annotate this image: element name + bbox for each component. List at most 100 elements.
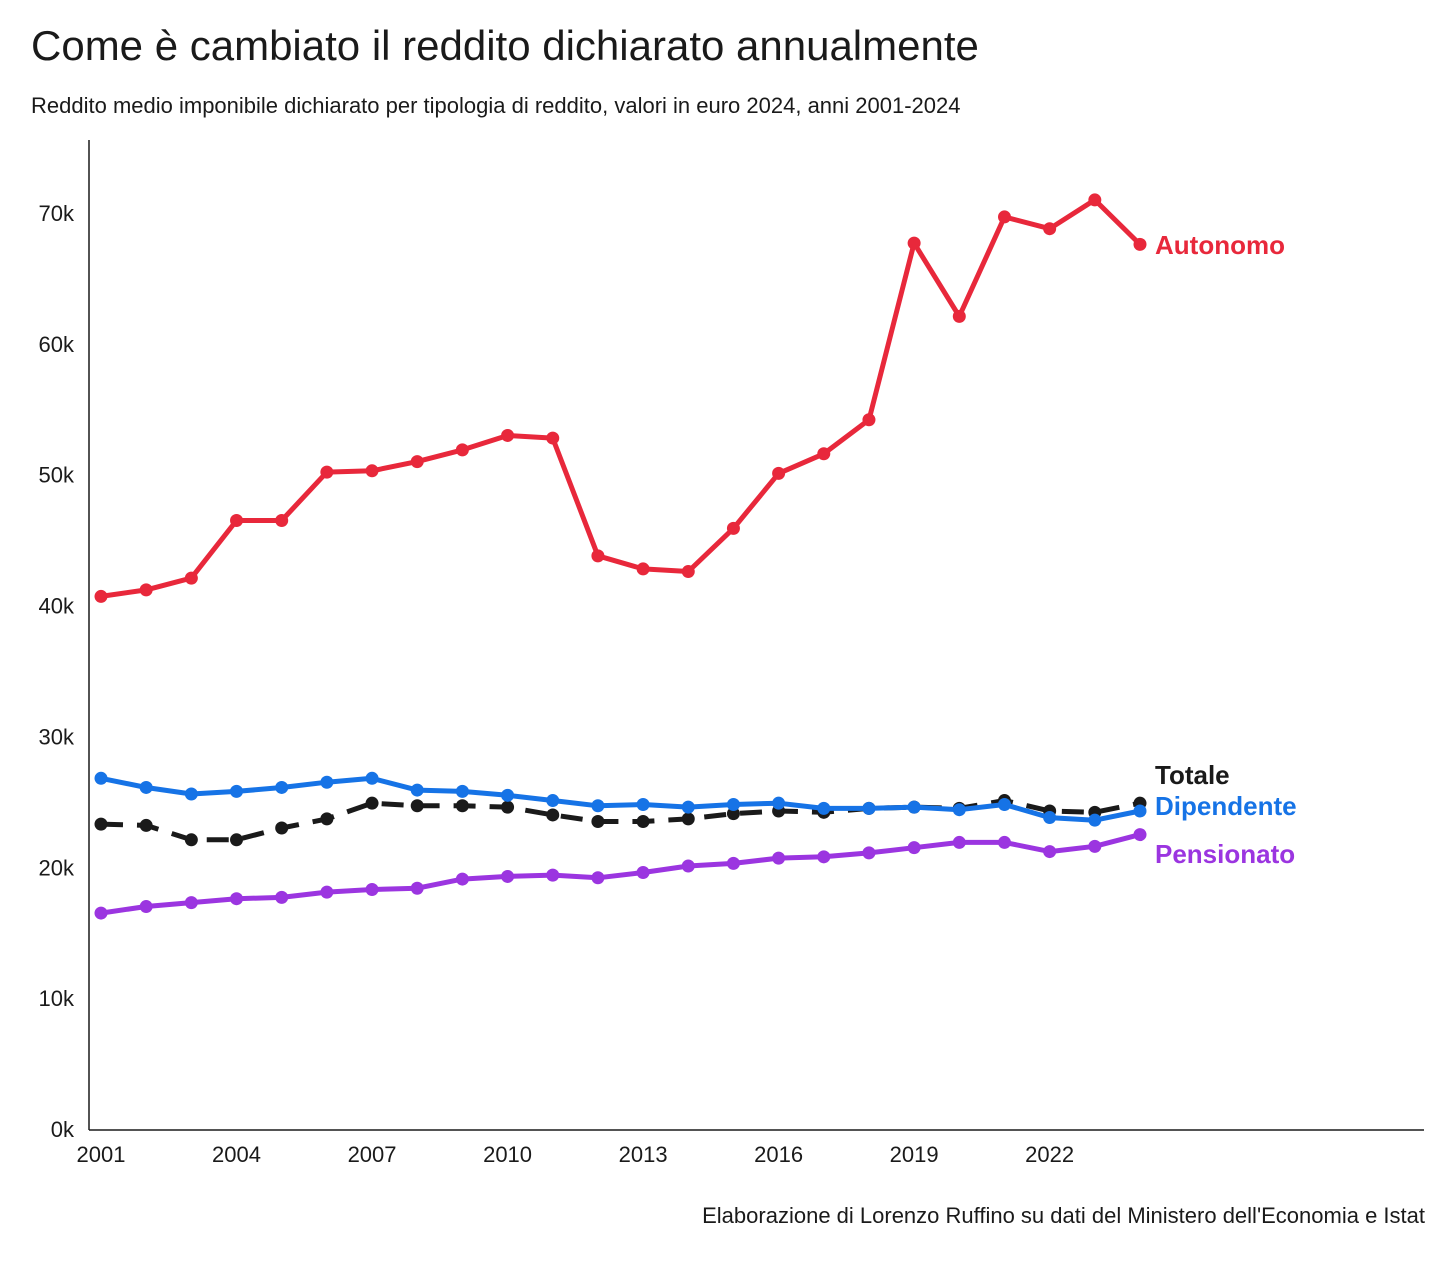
x-tick-label: 2019 xyxy=(890,1142,939,1167)
series-dipendente xyxy=(94,771,1147,827)
series-pensionato xyxy=(94,828,1147,920)
data-point-autonomo xyxy=(501,428,515,442)
data-point-dipendente xyxy=(1133,804,1147,818)
x-tick-label: 2007 xyxy=(348,1142,397,1167)
y-tick-label: 0k xyxy=(51,1117,75,1142)
data-point-autonomo xyxy=(94,589,108,603)
series-line-autonomo xyxy=(98,197,1143,599)
data-point-autonomo xyxy=(591,549,605,563)
data-point-pensionato xyxy=(952,835,966,849)
data-point-pensionato xyxy=(275,890,289,904)
data-point-dipendente xyxy=(139,780,153,794)
data-point-autonomo xyxy=(952,309,966,323)
data-point-autonomo xyxy=(230,514,244,528)
data-point-dipendente xyxy=(410,783,424,797)
data-point-totale xyxy=(591,814,605,828)
data-point-pensionato xyxy=(94,906,108,920)
data-point-pensionato xyxy=(230,892,244,906)
data-point-autonomo xyxy=(139,583,153,597)
data-point-dipendente xyxy=(94,771,108,785)
data-point-pensionato xyxy=(1043,845,1057,859)
chart-subtitle: Reddito medio imponibile dichiarato per … xyxy=(31,93,961,118)
x-tick-label: 2016 xyxy=(754,1142,803,1167)
data-point-dipendente xyxy=(455,784,469,798)
data-point-totale xyxy=(184,833,198,847)
data-point-autonomo xyxy=(1043,222,1057,236)
data-point-pensionato xyxy=(681,859,695,873)
data-point-pensionato xyxy=(184,896,198,910)
data-point-totale xyxy=(546,808,560,822)
series-label-totale: Totale xyxy=(1155,760,1230,790)
data-point-autonomo xyxy=(997,210,1011,224)
data-point-pensionato xyxy=(1088,839,1102,853)
chart-axes xyxy=(88,140,1424,1131)
data-point-pensionato xyxy=(772,851,786,865)
data-point-pensionato xyxy=(591,871,605,885)
data-point-dipendente xyxy=(1043,811,1057,825)
x-tick-label: 2013 xyxy=(619,1142,668,1167)
data-point-autonomo xyxy=(320,465,334,479)
series-label-autonomo: Autonomo xyxy=(1155,230,1285,260)
data-point-totale xyxy=(410,799,424,813)
x-tick-label: 2001 xyxy=(77,1142,126,1167)
chart-source: Elaborazione di Lorenzo Ruffino su dati … xyxy=(702,1203,1425,1228)
data-point-dipendente xyxy=(184,787,198,801)
data-point-totale xyxy=(726,807,740,821)
data-point-dipendente xyxy=(546,794,560,808)
data-point-dipendente xyxy=(907,800,921,814)
data-point-dipendente xyxy=(636,797,650,811)
data-point-totale xyxy=(94,817,108,831)
y-tick-label: 10k xyxy=(39,986,75,1011)
data-point-autonomo xyxy=(681,565,695,579)
y-tick-label: 50k xyxy=(39,463,75,488)
y-tick-label: 60k xyxy=(39,332,75,357)
data-point-pensionato xyxy=(1133,828,1147,842)
chart-title: Come è cambiato il reddito dichiarato an… xyxy=(31,22,979,69)
data-point-pensionato xyxy=(546,868,560,882)
data-point-dipendente xyxy=(772,796,786,810)
data-point-autonomo xyxy=(184,571,198,585)
data-point-totale xyxy=(681,812,695,826)
chart-series xyxy=(94,193,1147,920)
data-point-totale xyxy=(365,796,379,810)
data-point-autonomo xyxy=(862,413,876,427)
data-point-pensionato xyxy=(862,846,876,860)
series-line-dipendente xyxy=(98,775,1143,823)
data-point-dipendente xyxy=(230,784,244,798)
data-point-pensionato xyxy=(726,856,740,870)
data-point-dipendente xyxy=(817,801,831,815)
data-point-autonomo xyxy=(275,514,289,528)
data-point-pensionato xyxy=(455,872,469,886)
data-point-dipendente xyxy=(365,771,379,785)
data-point-dipendente xyxy=(997,797,1011,811)
data-point-dipendente xyxy=(275,780,289,794)
data-point-dipendente xyxy=(591,799,605,813)
data-point-pensionato xyxy=(907,841,921,855)
y-tick-label: 70k xyxy=(39,201,75,226)
data-point-dipendente xyxy=(320,775,334,789)
x-tick-label: 2004 xyxy=(212,1142,261,1167)
data-point-pensionato xyxy=(501,869,515,883)
data-point-pensionato xyxy=(365,883,379,897)
series-label-dipendente: Dipendente xyxy=(1155,791,1297,821)
x-tick-label: 2010 xyxy=(483,1142,532,1167)
data-point-autonomo xyxy=(1088,193,1102,207)
data-point-pensionato xyxy=(139,900,153,914)
series-label-pensionato: Pensionato xyxy=(1155,839,1295,869)
series-autonomo xyxy=(94,193,1147,603)
data-point-pensionato xyxy=(997,835,1011,849)
data-point-totale xyxy=(636,814,650,828)
series-line-pensionato xyxy=(98,832,1143,916)
data-point-autonomo xyxy=(726,521,740,535)
data-point-totale xyxy=(275,821,289,835)
data-point-totale xyxy=(320,812,334,826)
data-point-autonomo xyxy=(772,466,786,480)
data-point-autonomo xyxy=(546,431,560,445)
data-point-pensionato xyxy=(410,881,424,895)
data-point-dipendente xyxy=(726,797,740,811)
data-point-pensionato xyxy=(320,885,334,899)
data-point-totale xyxy=(501,800,515,814)
data-point-dipendente xyxy=(862,801,876,815)
data-point-totale xyxy=(455,799,469,813)
